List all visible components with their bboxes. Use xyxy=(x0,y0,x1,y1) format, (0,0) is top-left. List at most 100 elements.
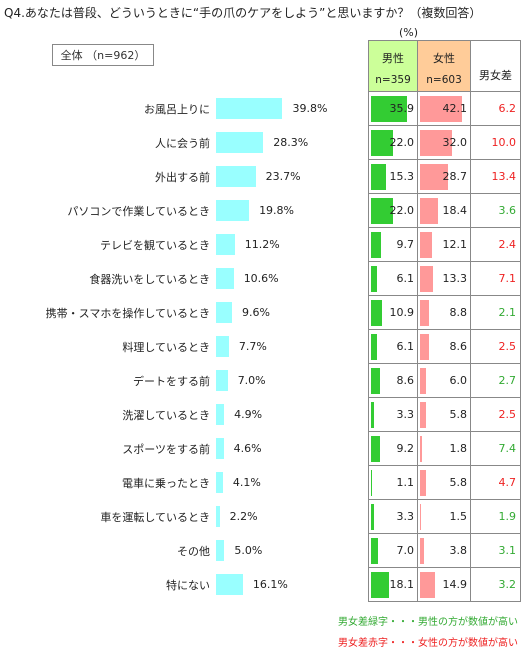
male-value-label: 1.1 xyxy=(396,476,415,489)
diff-value-label: 6.2 xyxy=(498,102,517,115)
diff-value-label: 3.1 xyxy=(498,544,517,557)
diff-cell: 3.2 xyxy=(471,568,521,602)
total-bar xyxy=(216,200,250,221)
female-value-label: 1.8 xyxy=(449,442,468,455)
male-bar xyxy=(371,504,375,530)
diff-cell: 1.9 xyxy=(471,500,521,534)
male-cell: 7.0 xyxy=(368,534,418,568)
female-bar xyxy=(420,164,449,190)
category-label: パソコンで作業しているとき xyxy=(67,205,210,218)
diff-cell: 2.5 xyxy=(471,398,521,432)
female-value-label: 28.7 xyxy=(442,170,468,183)
diff-value-label: 3.6 xyxy=(498,204,517,217)
male-value-label: 3.3 xyxy=(396,510,415,523)
total-bar xyxy=(216,370,228,391)
female-cell: 18.4 xyxy=(418,194,471,228)
diff-cell: 7.1 xyxy=(471,262,521,296)
category-label: 食器洗いをしているとき xyxy=(89,273,210,286)
female-value-label: 3.8 xyxy=(449,544,468,557)
category-label: デートをする前 xyxy=(133,375,210,388)
diff-cell: 3.1 xyxy=(471,534,521,568)
total-value-label: 4.9% xyxy=(234,408,263,421)
diff-cell: 6.2 xyxy=(471,92,521,126)
legend-green-note: 男女差緑字・・・男性の方が数値が高い xyxy=(338,617,518,628)
male-bar xyxy=(371,266,378,292)
chart-row: 料理しているとき 7.7% 6.1 8.6 2.5 xyxy=(0,330,524,364)
total-value-label: 4.6% xyxy=(233,442,262,455)
diff-value-label: 10.0 xyxy=(491,136,517,149)
male-header: 男性 n=359 xyxy=(368,40,418,92)
diff-value-label: 13.4 xyxy=(491,170,517,183)
male-cell: 35.9 xyxy=(368,92,418,126)
diff-value-label: 2.4 xyxy=(498,238,517,251)
total-bar xyxy=(216,506,220,527)
chart-row: 人に会う前 28.3% 22.0 32.0 10.0 xyxy=(0,126,524,160)
male-bar xyxy=(371,334,378,360)
total-value-label: 23.7% xyxy=(265,170,301,183)
male-value-label: 9.2 xyxy=(396,442,415,455)
total-value-label: 16.1% xyxy=(252,578,288,591)
chart-row: 車を運転しているとき 2.2% 3.3 1.5 1.9 xyxy=(0,500,524,534)
diff-cell: 2.7 xyxy=(471,364,521,398)
female-cell: 1.5 xyxy=(418,500,471,534)
male-bar xyxy=(371,470,373,496)
female-bar xyxy=(420,572,435,598)
male-cell: 9.7 xyxy=(368,228,418,262)
diff-value-label: 7.1 xyxy=(498,272,517,285)
category-label: 携帯・スマホを操作しているとき xyxy=(45,307,210,320)
total-value-label: 11.2% xyxy=(244,238,280,251)
female-value-label: 32.0 xyxy=(442,136,468,149)
female-value-label: 8.8 xyxy=(449,306,468,319)
male-cell: 15.3 xyxy=(368,160,418,194)
female-cell: 1.8 xyxy=(418,432,471,466)
male-bar xyxy=(371,300,382,326)
diff-cell: 4.7 xyxy=(471,466,521,500)
male-bar xyxy=(371,572,389,598)
female-bar xyxy=(420,504,422,530)
diff-cell: 2.4 xyxy=(471,228,521,262)
diff-cell: 7.4 xyxy=(471,432,521,466)
category-label: お風呂上りに xyxy=(144,103,210,116)
diff-header-label: 男女差 xyxy=(479,69,512,82)
diff-value-label: 7.4 xyxy=(498,442,517,455)
female-cell: 5.8 xyxy=(418,398,471,432)
category-label: 人に会う前 xyxy=(155,137,210,150)
chart-row: 外出する前 23.7% 15.3 28.7 13.4 xyxy=(0,160,524,194)
category-label: テレビを観ているとき xyxy=(100,239,210,252)
diff-value-label: 2.7 xyxy=(498,374,517,387)
female-bar xyxy=(420,300,429,326)
total-value-label: 5.0% xyxy=(234,544,263,557)
female-bar xyxy=(420,402,426,428)
male-cell: 18.1 xyxy=(368,568,418,602)
total-bar xyxy=(216,336,229,357)
diff-cell: 13.4 xyxy=(471,160,521,194)
female-value-label: 1.5 xyxy=(449,510,468,523)
female-bar xyxy=(420,334,429,360)
category-label: 特にない xyxy=(166,579,210,592)
total-value-label: 9.6% xyxy=(242,306,270,319)
total-value-label: 10.6% xyxy=(243,272,279,285)
male-sample-size: n=359 xyxy=(375,74,411,86)
female-cell: 28.7 xyxy=(418,160,471,194)
total-bar xyxy=(216,574,243,595)
chart-row: デートをする前 7.0% 8.6 6.0 2.7 xyxy=(0,364,524,398)
chart-row: お風呂上りに 39.8% 35.9 42.1 6.2 xyxy=(0,92,524,126)
diff-cell: 2.1 xyxy=(471,296,521,330)
total-bar xyxy=(216,98,283,119)
male-bar xyxy=(371,436,381,462)
female-bar xyxy=(420,96,462,122)
female-value-label: 6.0 xyxy=(449,374,468,387)
total-value-label: 2.2% xyxy=(229,510,258,523)
total-value-label: 28.3% xyxy=(273,136,309,149)
diff-cell: 3.6 xyxy=(471,194,521,228)
male-bar xyxy=(371,130,393,156)
male-cell: 1.1 xyxy=(368,466,418,500)
unit-label: (%) xyxy=(399,26,419,39)
total-bar xyxy=(216,404,225,425)
male-value-label: 6.1 xyxy=(396,340,415,353)
male-value-label: 3.3 xyxy=(396,408,415,421)
male-value-label: 10.9 xyxy=(389,306,415,319)
female-header: 女性 n=603 xyxy=(418,40,471,92)
male-value-label: 6.1 xyxy=(396,272,415,285)
female-value-label: 42.1 xyxy=(442,102,468,115)
